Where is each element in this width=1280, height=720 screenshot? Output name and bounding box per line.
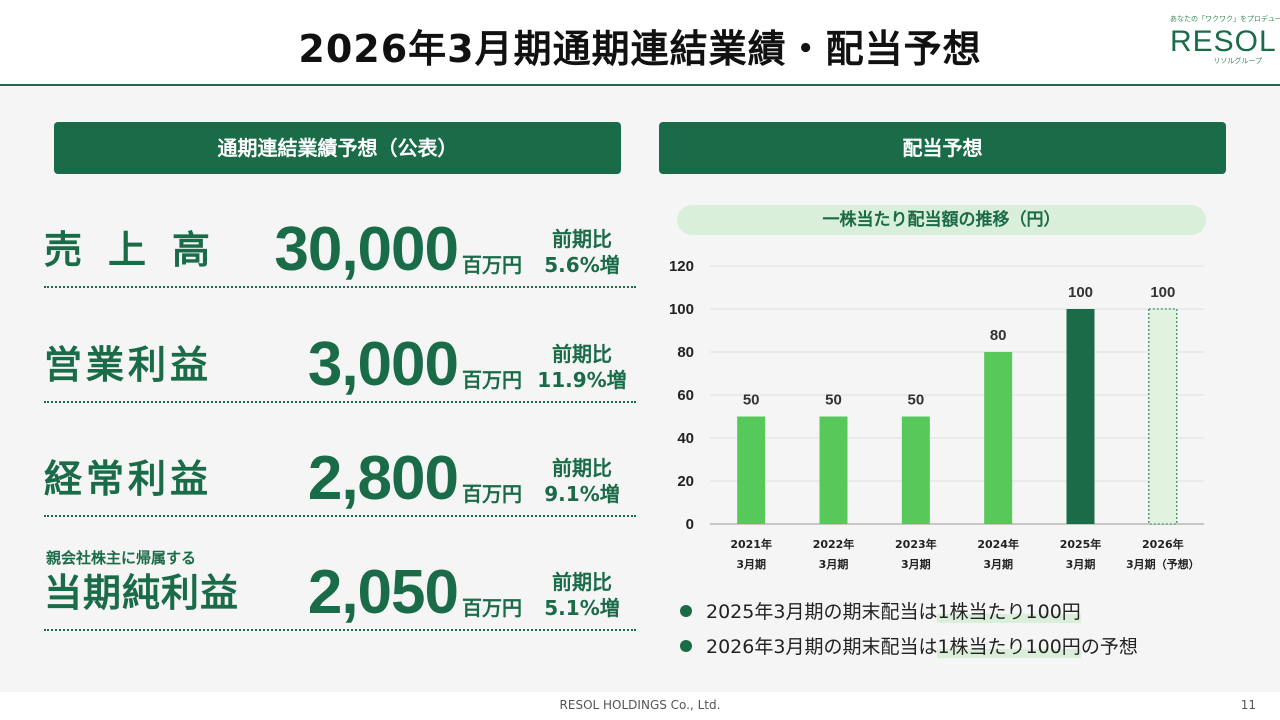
metric-comparison: 前期比 11.9%増 [536,341,628,393]
data-label: 50 [907,392,924,409]
bar [819,416,848,524]
chart-subtitle: 一株当たり配当額の推移（円） [677,205,1206,235]
x-tick-label: 2023年 [895,537,937,551]
metric-unit: 百万円 [462,482,522,506]
dividend-bar-chart: 0 20 40 60 80 100 120 50 2021年 3月期 50 2022年 3月期 50 202… [669,258,1204,571]
logo-subtext: リソルグループ [1213,57,1262,65]
y-tick-label: 0 [686,516,694,533]
y-tick-label: 40 [677,430,694,447]
metric-row-sales: 売上高 30,000 百万円 前期比 5.6%増 [44,215,636,288]
bar [901,416,930,524]
metric-label: 当期純利益 [44,571,240,615]
comparison-value: 9.1%増 [544,482,620,506]
note-highlight: 1株当たり100円 [937,636,1081,658]
x-tick-label: 3月期 [736,557,766,571]
y-tick-label: 60 [677,387,694,404]
metric-unit: 百万円 [462,596,522,620]
dividend-note: 2026年3月期の期末配当は1株当たり100円の予想 [680,632,1138,659]
bar [984,352,1013,524]
metric-value: 2,800 [307,444,459,513]
metric-label-prefix: 親会社株主に帰属する [46,549,197,567]
page-number: 11 [1240,698,1256,712]
comparison-label: 前期比 [552,227,612,251]
data-label: 50 [825,392,842,409]
metric-label: 売上高 [44,228,237,272]
slide-header: 2026年3月期通期連結業績・配当予想 あなたの「ワクワク」をプロデュース RE… [0,0,1280,86]
dividend-panel-heading: 配当予想 [659,122,1226,174]
note-text: 2026年3月期の期末配当は [706,636,938,658]
metric-row-ordinary-profit: 経常利益 2,800 百万円 前期比 9.1%増 [44,444,636,517]
x-tick-label: 3月期 [901,557,931,571]
dividend-note: 2025年3月期の期末配当は1株当たり100円 [680,597,1081,624]
slide-footer: RESOL HOLDINGS Co., Ltd. 11 [0,692,1280,720]
x-tick-label: 2024年 [977,537,1019,551]
comparison-label: 前期比 [552,456,612,480]
x-tick-label: 2026年 [1142,537,1184,551]
y-tick-label: 80 [677,344,694,361]
comparison-value: 5.1%増 [544,596,620,620]
metric-unit: 百万円 [462,253,522,277]
metric-value: 3,000 [307,330,459,399]
metric-label: 営業利益 [44,343,213,387]
metric-comparison: 前期比 5.1%増 [536,569,628,621]
logo-tagline: あなたの「ワクワク」をプロデュース [1170,15,1280,23]
data-label: 80 [990,327,1007,344]
comparison-label: 前期比 [552,570,612,594]
note-highlight: 1株当たり100円 [937,601,1081,623]
x-tick-label: 2022年 [813,537,855,551]
metric-unit: 百万円 [462,368,522,392]
bar [1066,309,1095,524]
comparison-value: 5.6%増 [544,253,620,277]
bullet-dot [680,639,692,652]
bar [1148,308,1178,525]
y-tick-label: 20 [677,473,694,490]
x-tick-label: 3月期 [1066,557,1096,571]
note-suffix: の予想 [1080,636,1138,658]
company-name: RESOL HOLDINGS Co., Ltd. [559,698,721,712]
metric-comparison: 前期比 5.6%増 [536,226,628,278]
x-tick-label: 2025年 [1060,537,1102,551]
resol-logo: あなたの「ワクワク」をプロデュース RESOL リソルグループ [1170,14,1280,74]
x-tick-label: 2021年 [730,537,772,551]
slide-title: 2026年3月期通期連結業績・配当予想 [298,27,982,71]
data-label: 50 [743,392,760,409]
data-label: 100 [1068,284,1093,301]
metric-label: 経常利益 [44,457,213,501]
comparison-value: 11.9%増 [537,368,627,392]
metric-value: 30,000 [274,215,459,284]
metric-value: 2,050 [307,558,459,627]
x-tick-label: 3月期 [983,557,1013,571]
comparison-label: 前期比 [552,342,612,366]
logo-name: RESOL [1170,25,1277,58]
y-tick-label: 120 [669,258,694,275]
metric-comparison: 前期比 9.1%増 [536,455,628,507]
note-text: 2025年3月期の期末配当は [706,601,938,623]
y-tick-label: 100 [669,301,694,318]
data-label: 100 [1150,284,1175,301]
metric-row-net-income: 親会社株主に帰属する 当期純利益 2,050 百万円 前期比 5.1%増 [44,549,636,631]
x-tick-label: 3月期 [819,557,849,571]
metric-row-operating-profit: 営業利益 3,000 百万円 前期比 11.9%増 [44,330,636,403]
forecast-panel-heading: 通期連結業績予想（公表） [54,122,621,174]
bullet-dot [680,604,692,617]
x-tick-label: 3月期（予想） [1126,557,1200,571]
bar [737,416,766,524]
